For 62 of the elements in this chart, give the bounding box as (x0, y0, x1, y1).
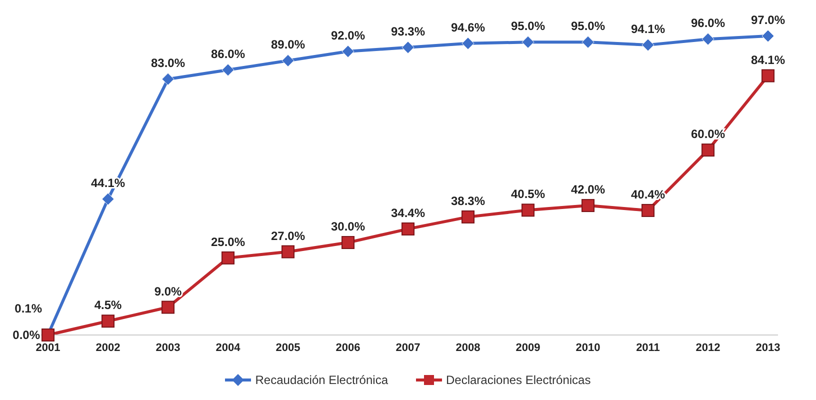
x-tick-label: 2009 (516, 342, 540, 354)
point (162, 300, 174, 314)
data-label: 9.0% (154, 284, 182, 298)
point (702, 144, 714, 157)
x-tick-label: 2008 (456, 342, 480, 354)
x-tick-label: 2013 (756, 342, 780, 354)
data-label: 4.5% (94, 298, 122, 312)
data-label: 38.3% (450, 194, 486, 208)
data-label: 94.6% (450, 20, 486, 34)
point (342, 45, 354, 58)
data-label: 0.0% (12, 328, 40, 342)
point (342, 236, 354, 250)
x-tick-label: 2007 (396, 342, 420, 354)
x-tick-label: 2004 (216, 342, 242, 354)
point (642, 204, 654, 217)
point (402, 222, 414, 236)
data-label: 89.0% (270, 38, 306, 52)
point (462, 37, 474, 50)
data-label: 92.0% (330, 28, 366, 42)
point (282, 54, 294, 67)
data-label: 97.0% (750, 13, 786, 27)
x-tick-label: 2005 (276, 342, 300, 354)
point (582, 36, 594, 48)
point (642, 38, 654, 52)
x-tick-label: 2006 (336, 342, 360, 354)
point (462, 210, 474, 224)
data-label: 95.0% (570, 19, 606, 34)
point (762, 30, 774, 42)
data-label: 96.0% (690, 16, 726, 30)
point (282, 245, 294, 258)
point (762, 69, 774, 82)
data-label: 93.3% (390, 24, 426, 38)
data-label: 0.1% (14, 302, 42, 316)
point (222, 64, 234, 76)
data-label: 84.1% (750, 52, 786, 67)
data-label: 34.4% (390, 206, 426, 220)
data-label: 95.0% (510, 19, 546, 34)
x-tick-label: 2003 (156, 342, 180, 354)
point (102, 314, 114, 328)
point (702, 32, 714, 46)
legend-label: Declaraciones Electrónicas (446, 373, 591, 387)
point (162, 72, 174, 86)
data-label: 94.1% (630, 22, 666, 36)
data-label: 40.5% (510, 187, 546, 202)
x-tick-label: 2012 (696, 342, 720, 354)
point (402, 41, 414, 54)
point (522, 204, 534, 217)
x-tick-label: 2002 (96, 342, 120, 354)
point (102, 192, 114, 206)
data-label: 30.0% (330, 220, 366, 234)
data-label: 42.0% (570, 182, 606, 197)
x-tick-label: 2010 (576, 342, 600, 354)
data-label: 86.0% (210, 46, 246, 61)
data-label: 83.0% (150, 56, 186, 70)
point (522, 36, 534, 48)
legend-label: Recaudación Electrónica (255, 373, 388, 387)
point (222, 251, 234, 264)
x-tick-label: 2011 (636, 342, 660, 354)
x-tick-label: 2001 (36, 342, 60, 354)
data-label: 25.0% (210, 234, 246, 249)
data-label: 27.0% (270, 228, 306, 243)
point (582, 199, 594, 212)
